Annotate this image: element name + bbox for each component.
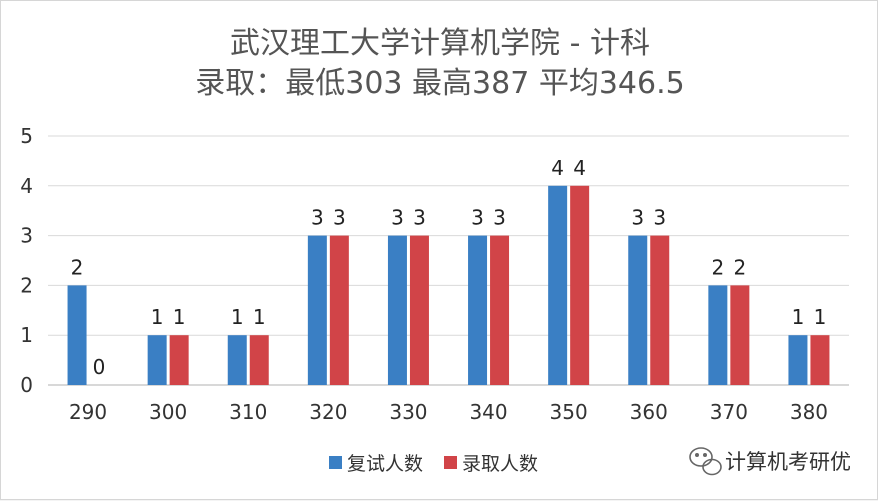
x-tick-label: 380	[790, 400, 828, 424]
x-tick-label: 330	[389, 400, 427, 424]
bar-series-1	[730, 285, 750, 385]
bar-series-1	[169, 335, 189, 385]
bar-series-0	[227, 335, 247, 385]
bar-series-0	[628, 235, 648, 385]
bars	[67, 185, 830, 385]
data-label-series-0: 1	[792, 305, 805, 329]
y-tick-label: 0	[20, 373, 33, 397]
bar-series-1	[329, 235, 349, 385]
y-tick-label: 4	[20, 174, 33, 198]
data-label-series-0: 3	[631, 206, 644, 230]
data-label-series-1: 3	[493, 206, 506, 230]
data-label-series-0: 1	[151, 305, 164, 329]
data-label-series-1: 3	[413, 206, 426, 230]
bar-series-1	[570, 185, 590, 385]
bar-series-1	[249, 335, 269, 385]
chart-subtitle: 录取：最低303 最高387 平均346.5	[195, 66, 684, 101]
legend-label-series-1: 录取人数	[462, 453, 538, 475]
x-tick-label: 300	[149, 400, 187, 424]
legend-swatch-series-1	[444, 456, 457, 469]
data-label-series-1: 0	[93, 355, 106, 379]
wechat-icon	[689, 447, 722, 476]
bar-series-1	[409, 235, 429, 385]
data-label-series-0: 3	[471, 206, 484, 230]
x-tick-label: 350	[550, 400, 588, 424]
bar-series-0	[708, 285, 728, 385]
bar-series-1	[490, 235, 510, 385]
data-label-series-1: 1	[173, 305, 186, 329]
bar-series-0	[307, 235, 327, 385]
x-tick-label: 340	[469, 400, 507, 424]
data-label-series-1: 1	[814, 305, 827, 329]
data-label-series-1: 4	[573, 156, 586, 180]
y-tick-label: 1	[20, 323, 33, 347]
x-tick-label: 310	[229, 400, 267, 424]
y-tick-label: 5	[20, 124, 33, 148]
chart-title: 武汉理工大学计算机学院 - 计科	[230, 26, 650, 61]
bar-series-0	[147, 335, 167, 385]
data-label-series-0: 3	[311, 206, 324, 230]
data-label-series-1: 3	[333, 206, 346, 230]
x-tick-label: 320	[309, 400, 347, 424]
bar-series-1	[810, 335, 830, 385]
legend-label-series-0: 复试人数	[347, 453, 423, 475]
bar-series-0	[548, 185, 568, 385]
x-tick-label: 360	[630, 400, 668, 424]
bar-series-0	[468, 235, 488, 385]
bar-series-1	[650, 235, 670, 385]
data-label-series-0: 4	[551, 156, 564, 180]
watermark-text: 计算机考研优	[725, 450, 851, 474]
y-axis: 0 1 2 3 4 5	[20, 124, 33, 397]
bar-series-0	[67, 285, 87, 385]
data-label-series-1: 1	[253, 305, 266, 329]
data-label-series-0: 3	[391, 206, 404, 230]
data-label-series-1: 2	[733, 255, 746, 279]
data-label-series-1: 3	[653, 206, 666, 230]
x-tick-label: 370	[710, 400, 748, 424]
x-tick-label: 290	[69, 400, 107, 424]
gridlines	[48, 135, 849, 386]
legend: 复试人数 录取人数	[329, 453, 538, 475]
legend-swatch-series-0	[329, 456, 342, 469]
y-tick-label: 3	[20, 224, 33, 248]
data-label-series-0: 2	[71, 255, 84, 279]
bar-series-0	[788, 335, 808, 385]
data-label-series-0: 2	[711, 255, 724, 279]
x-axis: 290 300 310 320 330 340 350 360 370 380	[69, 400, 828, 424]
data-label-series-0: 1	[231, 305, 244, 329]
bar-series-0	[387, 235, 407, 385]
data-labels: 201 1 1 13 3 3 3 3 34 43 32 21 1	[71, 156, 827, 379]
watermark: 计算机考研优	[689, 447, 851, 476]
y-tick-label: 2	[20, 273, 33, 297]
